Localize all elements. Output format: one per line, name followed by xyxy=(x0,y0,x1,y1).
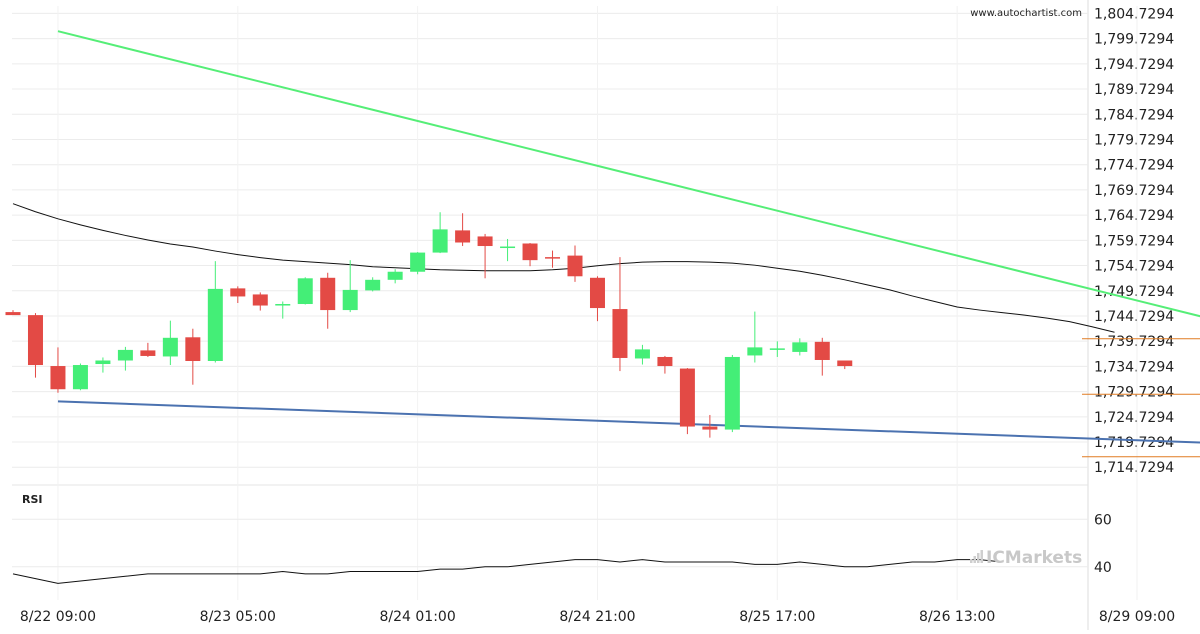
candle-body xyxy=(342,289,358,311)
price-tick-label: 1,714.7294 xyxy=(1094,460,1174,476)
time-tick-label: 8/24 21:00 xyxy=(559,609,635,625)
candle-body xyxy=(522,243,538,261)
price-tick-label: 1,784.7294 xyxy=(1094,107,1174,123)
price-tick-label: 1,799.7294 xyxy=(1094,32,1174,48)
price-tick-label: 1,804.7294 xyxy=(1094,6,1174,22)
candle-body xyxy=(162,337,178,357)
candle-body xyxy=(95,360,111,365)
candle-body xyxy=(72,365,88,390)
candle-body xyxy=(545,257,561,259)
candle-body xyxy=(455,230,471,243)
time-tick-label: 8/23 05:00 xyxy=(200,609,276,625)
time-tick-label: 8/29 09:00 xyxy=(1099,609,1175,625)
price-tick-label: 1,779.7294 xyxy=(1094,132,1174,148)
watermark-text: www.autochartist.com xyxy=(970,8,1082,19)
candle-body xyxy=(612,309,628,358)
candle-body xyxy=(5,312,21,316)
time-tick-label: 8/25 17:00 xyxy=(739,609,815,625)
brand-logo-bar xyxy=(973,556,976,563)
candle-body xyxy=(657,356,673,367)
candle-body xyxy=(365,279,381,291)
candle-body xyxy=(140,350,156,356)
candle-body xyxy=(792,342,808,352)
brand-text: ICMarkets xyxy=(986,548,1082,568)
candle-body xyxy=(27,315,43,366)
candle-body xyxy=(275,304,291,306)
price-tick-label: 1,759.7294 xyxy=(1094,233,1174,249)
time-tick-label: 8/22 09:00 xyxy=(20,609,96,625)
candle-body xyxy=(567,255,583,277)
candle-body xyxy=(320,277,336,311)
candle-body xyxy=(634,349,650,359)
candle-body xyxy=(702,426,718,430)
price-tick-label: 1,774.7294 xyxy=(1094,158,1174,174)
candle-body xyxy=(252,294,268,306)
candle-body xyxy=(837,360,853,367)
price-tick-label: 1,769.7294 xyxy=(1094,183,1174,199)
price-tick-label: 1,764.7294 xyxy=(1094,208,1174,224)
moving-average-line xyxy=(12,203,1115,333)
candle-body xyxy=(589,277,605,309)
candle-body xyxy=(230,288,246,297)
candle-body xyxy=(207,288,223,361)
price-tick-label: 1,739.7294 xyxy=(1094,334,1174,350)
brand-logo-bar xyxy=(977,553,980,563)
candle-body xyxy=(410,252,426,272)
rsi-tick-label: 60 xyxy=(1094,512,1112,528)
candle-body xyxy=(432,229,448,253)
plot-background xyxy=(12,0,1088,600)
candle-body xyxy=(769,348,785,350)
price-tick-label: 1,724.7294 xyxy=(1094,410,1174,426)
resistance-line xyxy=(57,30,1200,318)
rsi-tick-label: 40 xyxy=(1094,560,1112,576)
brand-logo-bar xyxy=(970,559,973,563)
candle-body xyxy=(679,368,695,427)
candle-body xyxy=(724,356,740,430)
candle-body xyxy=(297,278,313,305)
price-tick-label: 1,754.7294 xyxy=(1094,259,1174,275)
rsi-line xyxy=(12,559,1003,584)
candle-body xyxy=(747,347,763,356)
candle-body xyxy=(387,271,403,280)
candle-body xyxy=(814,341,830,360)
price-tick-label: 1,729.7294 xyxy=(1094,385,1174,401)
price-tick-label: 1,794.7294 xyxy=(1094,57,1174,73)
time-tick-label: 8/24 01:00 xyxy=(380,609,456,625)
candle-body xyxy=(477,236,493,247)
candle-body xyxy=(50,366,66,390)
brand-logo-bar xyxy=(980,550,983,563)
price-tick-label: 1,744.7294 xyxy=(1094,309,1174,325)
price-tick-label: 1,719.7294 xyxy=(1094,435,1174,451)
candle-body xyxy=(500,246,516,249)
time-tick-label: 8/26 13:00 xyxy=(919,609,995,625)
candle-body xyxy=(117,349,133,361)
candle-body xyxy=(185,337,201,361)
price-tick-label: 1,789.7294 xyxy=(1094,82,1174,98)
price-tick-label: 1,734.7294 xyxy=(1094,359,1174,375)
rsi-title: RSI xyxy=(22,493,43,506)
